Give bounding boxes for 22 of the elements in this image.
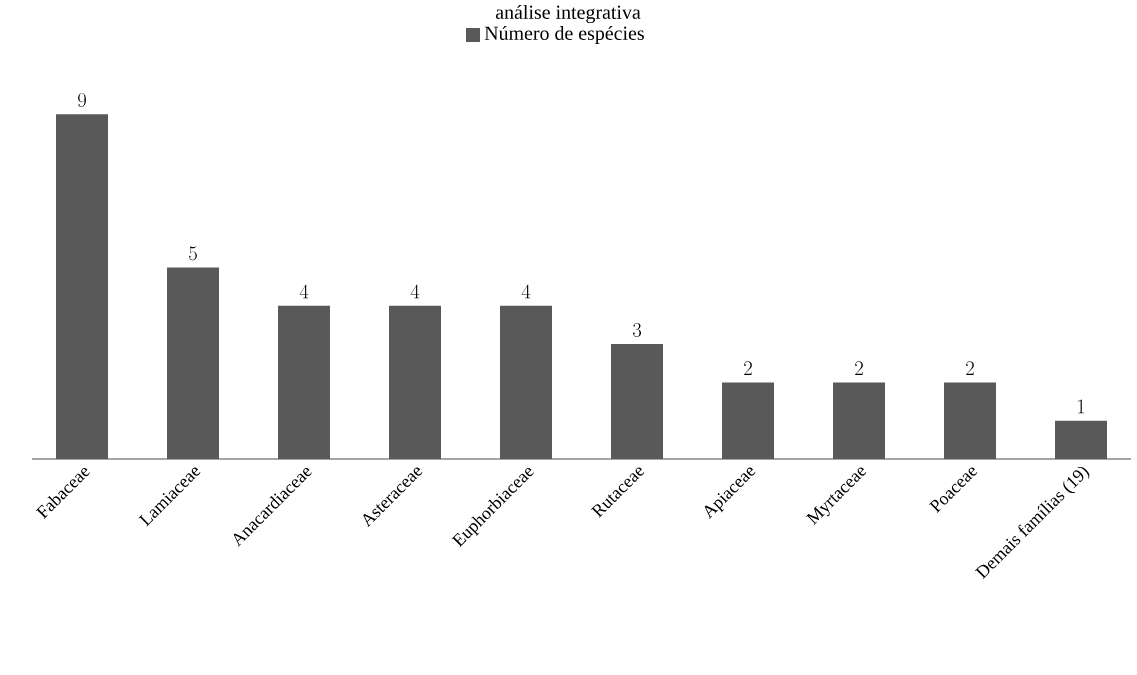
data-label: 9 [78,93,86,108]
data-label: 5 [189,246,197,261]
bar [500,305,553,459]
chart-title: análise integrativa [495,4,641,24]
data-label: 1 [1078,399,1085,414]
data-label: 4 [521,284,531,299]
data-label: 4 [299,284,309,299]
data-label: 2 [744,361,752,375]
bar [944,382,997,459]
bar [833,382,886,459]
bar [611,344,664,459]
bar [389,305,442,459]
data-label: 2 [855,361,863,375]
data-label: 3 [632,322,642,337]
bar [722,382,775,459]
data-label: 4 [410,284,420,299]
bar [167,267,220,459]
bar [278,305,331,459]
bar [1055,420,1108,459]
bar [56,114,109,459]
legend-label: Número de espécies [484,25,644,45]
data-label: 2 [966,361,974,375]
